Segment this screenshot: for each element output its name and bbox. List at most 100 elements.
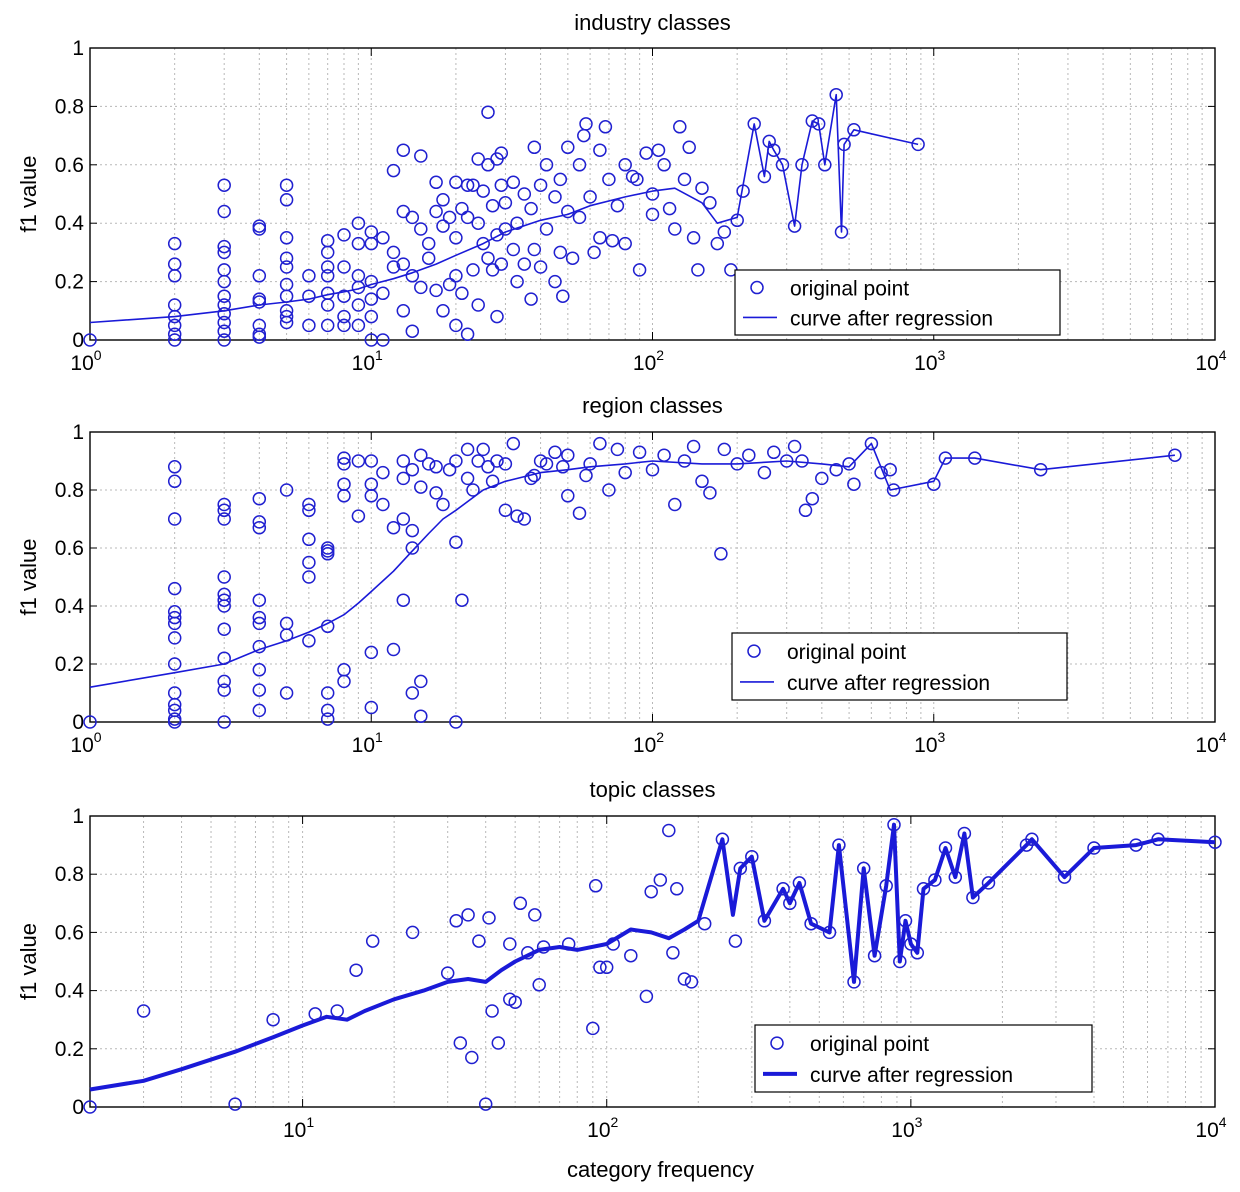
data-point bbox=[217, 683, 231, 697]
data-point bbox=[449, 231, 463, 245]
data-point bbox=[787, 219, 802, 233]
data-point bbox=[364, 454, 379, 468]
data-point bbox=[405, 462, 420, 477]
markers bbox=[83, 436, 1182, 729]
data-point bbox=[645, 187, 660, 201]
data-point bbox=[815, 471, 829, 486]
data-point bbox=[677, 172, 692, 187]
data-point bbox=[618, 465, 632, 480]
data-point bbox=[217, 245, 231, 260]
data-point bbox=[252, 269, 267, 283]
data-point bbox=[1208, 835, 1222, 849]
data-point bbox=[217, 239, 231, 254]
y-tick-label: 0.6 bbox=[55, 537, 84, 560]
data-point bbox=[593, 436, 607, 451]
y-tick-label: 0 bbox=[72, 1096, 84, 1119]
data-point bbox=[742, 448, 756, 462]
data-point bbox=[624, 948, 638, 963]
data-point bbox=[938, 841, 953, 855]
data-point bbox=[337, 260, 351, 274]
data-point bbox=[536, 940, 551, 954]
data-point bbox=[429, 460, 443, 474]
data-point bbox=[686, 231, 701, 245]
data-point bbox=[136, 1004, 151, 1018]
data-point bbox=[421, 236, 436, 251]
legend-label: original point bbox=[810, 1033, 929, 1056]
data-point bbox=[651, 143, 666, 157]
data-point bbox=[847, 975, 861, 989]
data-point bbox=[632, 445, 647, 460]
data-point bbox=[1129, 838, 1143, 852]
data-point bbox=[167, 657, 182, 671]
data-point bbox=[645, 462, 660, 477]
regression-curve bbox=[89, 93, 919, 324]
data-point bbox=[577, 128, 591, 143]
data-point bbox=[414, 480, 428, 494]
data-point bbox=[593, 960, 607, 975]
data-point bbox=[805, 114, 820, 128]
data-point bbox=[481, 460, 495, 474]
data-point bbox=[528, 908, 542, 922]
data-point bbox=[405, 541, 420, 555]
legend-label: original point bbox=[790, 278, 909, 301]
data-point bbox=[302, 503, 316, 518]
data-point bbox=[217, 599, 231, 613]
data-point bbox=[795, 158, 809, 172]
data-point bbox=[804, 916, 818, 931]
data-point bbox=[471, 152, 485, 166]
data-point bbox=[364, 236, 379, 251]
data-point bbox=[856, 861, 871, 876]
data-point bbox=[364, 700, 379, 715]
data-point bbox=[308, 1007, 322, 1021]
data-point bbox=[337, 228, 351, 242]
data-point bbox=[386, 642, 401, 657]
data-point bbox=[349, 963, 363, 977]
data-point bbox=[657, 158, 671, 172]
data-point bbox=[217, 315, 231, 330]
legend: original point curve after regression bbox=[731, 632, 1068, 701]
x-tick-label: 100 bbox=[70, 729, 101, 757]
data-point bbox=[533, 260, 548, 274]
data-point bbox=[928, 873, 942, 887]
data-point bbox=[842, 457, 856, 471]
data-point bbox=[83, 1100, 97, 1114]
chart-panel-2: 0 0.2 0.4 0.6 0.8 1 100 101 102 103 104 region clas… bbox=[16, 393, 1227, 757]
chart-panel-1: 0 0.2 0.4 0.6 0.8 1 100 101 102 103 104 industry cl… bbox=[16, 10, 1227, 375]
data-point bbox=[217, 593, 231, 607]
legend-label: curve after regression bbox=[810, 1064, 1013, 1087]
data-point bbox=[981, 876, 996, 890]
data-point bbox=[927, 477, 941, 491]
data-point bbox=[351, 216, 366, 230]
data-point bbox=[879, 879, 893, 893]
x-tick-label: 101 bbox=[283, 1114, 314, 1142]
data-point bbox=[847, 123, 861, 137]
data-point bbox=[527, 242, 542, 257]
data-point bbox=[414, 149, 428, 163]
y-tick-label: 1 bbox=[72, 421, 84, 444]
data-point bbox=[217, 674, 231, 689]
data-point bbox=[217, 715, 231, 729]
legend: original point curve after regression bbox=[734, 269, 1061, 336]
data-point bbox=[695, 181, 709, 195]
data-point bbox=[436, 193, 450, 207]
data-point bbox=[625, 169, 640, 184]
data-point bbox=[320, 686, 335, 700]
data-point bbox=[653, 873, 668, 887]
y-tick-label: 0 bbox=[72, 329, 84, 352]
chart-panel-3: 0 0.2 0.4 0.6 0.8 1 101 102 103 104 topic classes f… bbox=[16, 777, 1227, 1182]
data-point bbox=[252, 639, 267, 654]
data-point bbox=[491, 1036, 506, 1050]
data-point bbox=[217, 570, 231, 584]
data-point bbox=[837, 137, 851, 152]
data-point bbox=[498, 457, 513, 471]
data-point bbox=[847, 477, 861, 491]
data-point bbox=[351, 454, 366, 468]
data-point bbox=[421, 457, 436, 471]
data-point bbox=[386, 520, 401, 535]
legend-marker-icon bbox=[747, 644, 761, 658]
data-point bbox=[583, 190, 597, 204]
data-point bbox=[565, 251, 580, 265]
data-point bbox=[279, 251, 294, 265]
data-point bbox=[364, 489, 379, 503]
